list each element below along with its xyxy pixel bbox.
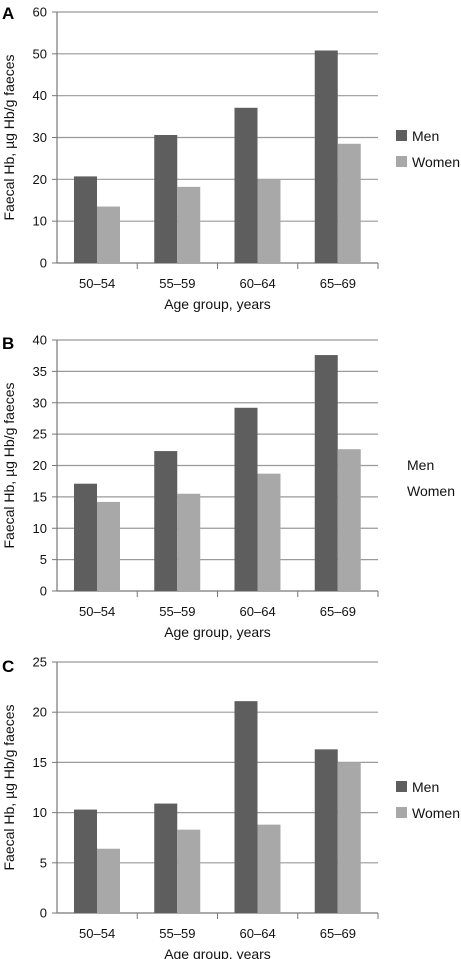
panel-letter: B [2, 334, 14, 353]
bar-men-1 [74, 483, 97, 591]
y-tick-label: 20 [33, 172, 47, 187]
y-tick-label: 40 [33, 88, 47, 103]
bar-women-3 [257, 179, 281, 263]
y-tick-label: 5 [40, 855, 47, 870]
y-tick-label: 5 [40, 552, 47, 567]
bar-men-3 [234, 407, 258, 591]
bar-women-3 [257, 473, 281, 591]
y-tick-label: 0 [40, 584, 47, 599]
panel-letter: A [2, 4, 14, 23]
legend-label-men: Men [412, 779, 439, 795]
legend: Men Women [396, 128, 460, 170]
y-tick-label: 25 [33, 427, 47, 442]
y-tick-label: 35 [33, 364, 47, 379]
x-tick-label: 65–69 [320, 604, 356, 619]
bar-women-2 [177, 186, 201, 263]
y-tick-label: 25 [33, 655, 47, 670]
y-tick-label: 0 [40, 256, 47, 271]
x-tick-label: 50–54 [79, 276, 115, 291]
bar-women-4 [337, 143, 361, 263]
legend-swatch-women [396, 156, 407, 167]
x-tick-label: 65–69 [320, 926, 356, 941]
bar-women-1 [97, 501, 120, 591]
x-tick-label: 60–64 [240, 926, 276, 941]
y-tick-label: 10 [33, 805, 47, 820]
y-tick-label: 15 [33, 755, 47, 770]
x-tick-label: 50–54 [79, 604, 115, 619]
bar-men-2 [154, 451, 178, 591]
y-tick-label: 20 [33, 458, 47, 473]
legend: Men Women [396, 779, 460, 821]
x-tick-label: 55–59 [159, 604, 195, 619]
y-tick-label: 10 [33, 214, 47, 229]
x-axis-title: Age group, years [164, 946, 271, 959]
y-tick-label: 50 [33, 46, 47, 61]
y-tick-label: 20 [33, 705, 47, 720]
bar-men-4 [314, 50, 338, 264]
legend: Men Women [407, 457, 455, 499]
y-tick-label: 0 [40, 906, 47, 921]
panel-b: B 0 5 10 15 20 25 30 35 40 50–54 55–59 60–64 65–69 Age… [1, 333, 455, 641]
bar-women-1 [97, 206, 120, 263]
legend-label-men: Men [407, 457, 434, 473]
bar-women-4 [337, 762, 361, 913]
x-tick-label: 60–64 [240, 604, 276, 619]
x-tick-label: 65–69 [320, 276, 356, 291]
x-tick-label: 50–54 [79, 926, 115, 941]
legend-label-women: Women [412, 805, 460, 821]
x-axis-title: Age group, years [164, 624, 271, 640]
x-axis-title: Age group, years [164, 296, 271, 312]
x-tick-label: 55–59 [159, 276, 195, 291]
y-tick-label: 30 [33, 395, 47, 410]
bar-women-3 [257, 824, 281, 913]
y-axis-title: Faecal Hb, µg Hb/g faeces [1, 382, 17, 548]
legend-swatch-women [396, 807, 407, 818]
bar-men-2 [154, 134, 178, 263]
panel-letter: C [2, 657, 14, 676]
bar-women-2 [177, 493, 201, 591]
panel-a: A 0 10 20 30 40 50 60 50–54 55–59 60–64 65–69 Age gr… [1, 4, 460, 312]
y-tick-label: 40 [33, 333, 47, 348]
panel-c: C 0 5 10 15 20 25 50–54 55–59 60–64 65–69 Age group… [1, 655, 460, 959]
y-tick-label: 15 [33, 489, 47, 504]
legend-label-men: Men [412, 128, 439, 144]
legend-swatch-men [396, 781, 407, 792]
x-tick-label: 60–64 [240, 276, 276, 291]
y-axis-title: Faecal Hb, µg Hb/g faeces [1, 704, 17, 870]
bar-men-3 [234, 701, 258, 913]
x-tick-label: 55–59 [159, 926, 195, 941]
legend-label-women: Women [407, 483, 455, 499]
y-tick-label: 10 [33, 521, 47, 536]
bar-men-4 [314, 355, 338, 591]
bar-men-1 [74, 809, 97, 913]
bar-women-4 [337, 449, 361, 591]
bar-women-1 [97, 848, 120, 913]
bar-men-2 [154, 803, 178, 913]
bar-men-3 [234, 107, 258, 263]
y-axis-title: Faecal Hb, µg Hb/g faeces [1, 54, 17, 220]
bar-women-2 [177, 829, 201, 913]
bar-men-4 [314, 749, 338, 913]
bar-men-1 [74, 176, 97, 263]
legend-label-women: Women [412, 154, 460, 170]
legend-swatch-men [396, 130, 407, 141]
y-tick-label: 30 [33, 130, 47, 145]
y-tick-label: 60 [33, 5, 47, 20]
